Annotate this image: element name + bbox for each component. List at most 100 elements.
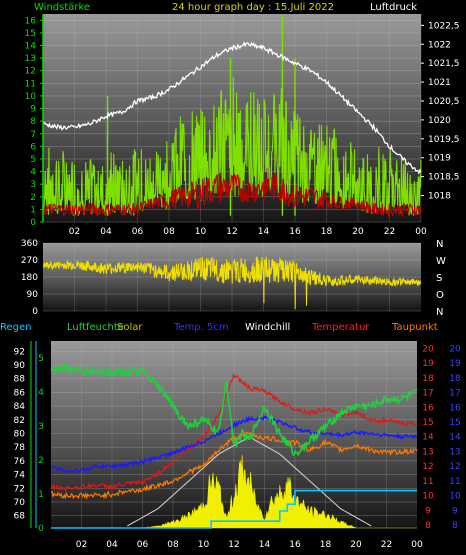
humidity-tick-label: 86 [14, 388, 26, 398]
temperature-tick-label: 15 [422, 418, 433, 428]
humidity-tick-label: 68 [14, 512, 26, 522]
wind-tick-label: 2 [30, 193, 36, 203]
time-tick-label: 08 [163, 227, 175, 237]
climate-time-tick-label: 08 [167, 540, 179, 550]
climate-time-tick-label: 00 [411, 540, 423, 550]
temperature-line [50, 373, 418, 492]
wind-speed-line [42, 76, 422, 217]
temp5cm-tick-label: 8 [452, 521, 458, 531]
soil-temp-line [50, 414, 418, 474]
wind-tick-label: 3 [30, 180, 36, 190]
direction-tick-label: 90 [27, 290, 39, 300]
temp5cm-tick-label: 20 [449, 344, 461, 354]
temperature-tick-label: 12 [422, 462, 433, 472]
rain-tick-label: 2 [38, 456, 44, 466]
humidity-tick-label: 90 [14, 361, 26, 371]
wind-direction-series [42, 256, 422, 310]
climate-time-tick-label: 20 [350, 540, 362, 550]
temperature-tick-label: 19 [422, 359, 434, 369]
legend-temperatur: Temperatur [311, 322, 370, 333]
humidity-tick-label: 88 [14, 375, 26, 385]
wind-tick-label: 1 [30, 205, 36, 215]
rain-tick-label: 3 [38, 422, 44, 432]
climate-axes: 6870727476788082848688909201234589101112… [14, 341, 461, 550]
humidity-tick-label: 70 [14, 498, 26, 508]
temp5cm-tick-label: 11 [449, 477, 460, 487]
wind-tick-label: 14 [25, 42, 37, 52]
humidity-tick-label: 92 [14, 347, 25, 357]
compass-label: N [436, 307, 443, 318]
wind-tick-label: 15 [25, 29, 36, 39]
pressure-line [42, 41, 422, 175]
humidity-line [50, 361, 418, 457]
time-tick-label: 12 [226, 227, 237, 237]
climate-time-tick-label: 14 [259, 540, 271, 550]
rain-tick-label: 4 [38, 388, 44, 398]
climate-time-tick-label: 16 [289, 540, 301, 550]
wind-tick-label: 16 [25, 16, 37, 26]
pressure-tick-label: 1021,5 [428, 59, 460, 69]
time-tick-label: 02 [69, 227, 80, 237]
pressure-tick-label: 1018 [428, 192, 451, 202]
temp5cm-tick-label: 10 [449, 492, 461, 502]
wind-tick-label: 0 [30, 218, 36, 228]
pressure-series [42, 41, 422, 175]
time-tick-label: 10 [195, 227, 207, 237]
humidity-tick-label: 74 [14, 471, 26, 481]
wind-gust-line [42, 171, 422, 218]
humidity-tick-label: 72 [14, 484, 25, 494]
climate-time-tick-label: 18 [320, 540, 332, 550]
pressure-tick-label: 1021 [428, 78, 451, 88]
wind-tick-label: 13 [25, 54, 36, 64]
time-tick-label: 22 [384, 227, 395, 237]
temperature-tick-label: 14 [422, 433, 434, 443]
pressure-tick-label: 1020,5 [428, 97, 460, 107]
temp5cm-tick-label: 15 [449, 418, 460, 428]
temp5cm-tick-label: 9 [452, 506, 458, 516]
temperature-tick-label: 16 [422, 403, 434, 413]
humidity-tick-label: 84 [14, 402, 26, 412]
rain-tick-label: 1 [38, 490, 44, 500]
climate-time-tick-label: 04 [106, 540, 118, 550]
dewpoint-line [50, 431, 418, 501]
legend-taupunkt: Taupunkt [391, 322, 438, 333]
legend-regen: Regen [0, 322, 32, 333]
wind-speed-series [42, 16, 422, 217]
direction-tick-label: 0 [32, 307, 38, 317]
compass-label: W [436, 256, 446, 267]
temperature-tick-label: 18 [422, 374, 434, 384]
temperature-tick-label: 13 [422, 447, 433, 457]
temp5cm-tick-label: 17 [449, 389, 460, 399]
wind-tick-label: 8 [30, 117, 36, 127]
temp5cm-tick-label: 14 [449, 433, 461, 443]
wind-axis-title: Windstärke [34, 2, 90, 13]
climate-time-tick-label: 22 [381, 540, 392, 550]
direction-tick-label: 360 [21, 239, 38, 249]
temperature-tick-label: 8 [425, 521, 431, 531]
wind-tick-label: 9 [30, 105, 36, 115]
pressure-tick-label: 1022,5 [428, 21, 460, 31]
temperature-tick-label: 20 [422, 344, 434, 354]
pressure-tick-label: 1019 [428, 154, 451, 164]
time-tick-label: 14 [258, 227, 270, 237]
temp5cm-tick-label: 19 [449, 359, 461, 369]
humidity-tick-label: 78 [14, 443, 26, 453]
humidity-tick-label: 82 [14, 416, 25, 426]
compass-label: N [436, 239, 443, 250]
legend-windchill: Windchill [245, 322, 290, 333]
wind-pressure-axes: 01234567891011121314151610181018,5101910… [25, 14, 460, 237]
wind-gust-series [42, 171, 422, 218]
climate-time-tick-label: 12 [228, 540, 239, 550]
wind-tick-label: 10 [25, 92, 37, 102]
temperature-tick-label: 9 [425, 506, 431, 516]
time-tick-label: 16 [289, 227, 301, 237]
temp5cm-tick-label: 13 [449, 447, 460, 457]
time-tick-label: 20 [352, 227, 364, 237]
wind-tick-label: 11 [25, 79, 36, 89]
wind-tick-label: 7 [30, 130, 36, 140]
wind-tick-label: 6 [30, 142, 36, 152]
climate-series [50, 361, 418, 529]
temp5cm-tick-label: 18 [449, 374, 461, 384]
